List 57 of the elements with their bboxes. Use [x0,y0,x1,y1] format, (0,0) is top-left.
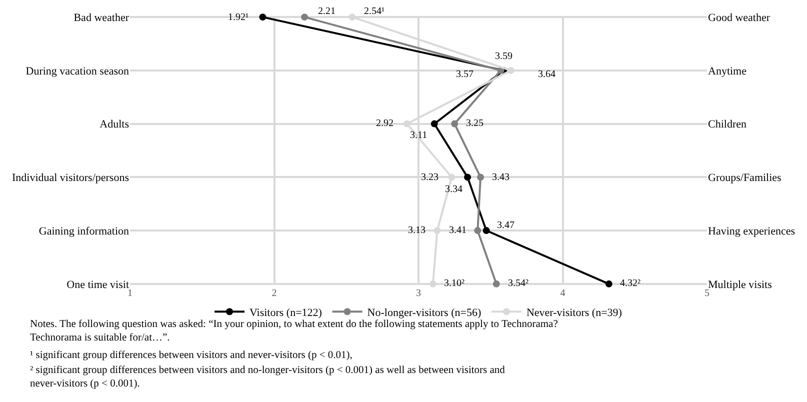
point [429,280,436,288]
x-tick-label: 4 [560,288,566,299]
y-tick-label: Individual visitors/persons [12,172,129,184]
data-label: 2.92 [376,118,394,129]
data-label: 3.54² [508,278,528,289]
point [482,227,490,234]
point [430,120,438,128]
legend-label: No-longer-visitors (n=56) [367,306,482,319]
y2-tick-label: Good weather [708,12,770,24]
y2-tick-label: Anytime [708,65,747,78]
data-label: 2.21 [318,6,336,17]
data-label: 3.43 [492,172,510,183]
data-label: 3.13 [408,225,426,236]
x-tick-label: 1 [128,288,132,299]
data-label: 3.47 [497,220,514,231]
data-label: 1.92¹ [228,12,248,23]
data-label: 4.32² [620,278,640,289]
data-label: 3.25 [466,118,484,129]
data-label: 3.10² [444,278,464,289]
data-label: 3.41 [449,225,466,236]
x-tick-label: 2 [272,288,277,299]
point [451,120,458,128]
point [477,174,484,181]
y-tick-label: Gaining information [38,225,130,238]
legend-label: Visitors (n=122) [250,306,322,319]
y-tick-label: Bad weather [74,12,130,24]
y-tick-label: Adults [100,118,129,131]
point [403,120,410,128]
data-label: 2.54¹ [364,6,384,17]
data-label: 3.23 [421,172,438,183]
point [605,280,612,288]
x-tick-label: 5 [704,288,710,299]
point [448,174,456,181]
legend-label: Never-visitors (n=39) [526,306,622,319]
data-label: 3.57 [456,69,474,80]
point [464,174,472,181]
data-label: 3.11 [410,130,428,141]
x-tick-label: 3 [416,288,421,299]
y2-tick-label: Groups/Families [708,172,782,184]
data-label: 3.59 [495,51,512,62]
y2-tick-label: Having experiences [708,225,796,238]
text: ² significant group differences between visitors and no-longer-visitors (p < 0.001) as well as between visitors and never-visitors (p < 0.001). [30,365,506,390]
point [474,227,482,234]
point [492,280,500,288]
point [434,227,441,234]
text: ¹ significant group differences between visitors and never-visitors (p < 0.01), [30,350,352,361]
y-tick-label: One time visit [66,278,129,291]
data-label: 3.34 [445,184,462,195]
point [301,14,308,21]
data-label: 3.64 [538,69,556,80]
point [259,14,266,21]
y-tick-label: During vacation season [26,65,130,78]
point [507,66,514,74]
y2-tick-label: Children [708,118,747,131]
y2-tick-label: Multiple visits [708,278,772,291]
point [348,14,356,21]
text: Notes. The following question was asked: “In your opinion, to what extent do the following statements apply to Technorama? Technorama is suitable for/at…”. [30,319,558,344]
